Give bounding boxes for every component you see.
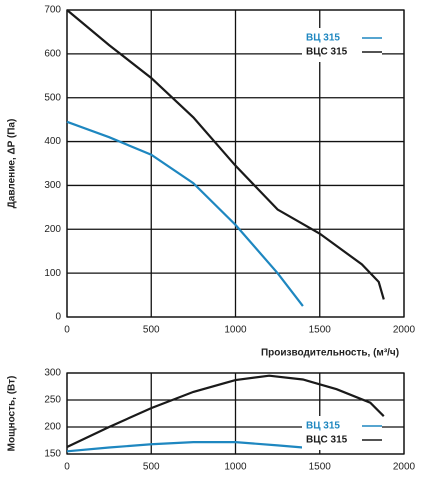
x-tick-label: 0 [64,462,70,473]
y-tick-label: 100 [44,268,61,279]
y-tick-label: 150 [44,449,61,460]
legend-box [302,28,382,62]
y-tick-label: 200 [44,422,61,433]
x-tick-label: 2000 [393,462,416,473]
y-axis-label: Мощность, (Вт) [7,376,18,452]
x-tick-label: 500 [143,325,160,336]
data-line [66,120,304,307]
x-tick-label: 1500 [309,325,332,336]
legend-label: ВЦС 315 [306,47,348,58]
y-axis-label: Давление, ΔP (Па) [7,119,18,209]
x-tick-label: 0 [64,325,70,336]
y-tick-label: 300 [44,180,61,191]
x-tick-label: 1000 [224,462,247,473]
x-tick-label: 500 [143,462,160,473]
y-tick-label: 0 [55,312,61,323]
x-tick-label: 1500 [309,462,332,473]
data-line [66,441,303,453]
legend-label: ВЦС 315 [306,435,348,446]
x-tick-label: 1000 [224,325,247,336]
legend-label: ВЦ 315 [306,421,340,432]
legend-box [302,416,382,450]
y-tick-label: 700 [44,5,61,16]
y-tick-label: 500 [44,92,61,103]
x-axis-label: Производительность, (м³/ч) [261,348,399,359]
legend-label: ВЦ 315 [306,33,340,44]
y-tick-label: 200 [44,224,61,235]
y-tick-label: 300 [44,368,61,379]
data-line [66,374,385,448]
data-line [66,9,385,300]
x-tick-label: 2000 [393,325,416,336]
y-tick-label: 400 [44,136,61,147]
y-tick-label: 250 [44,395,61,406]
y-tick-label: 600 [44,48,61,59]
